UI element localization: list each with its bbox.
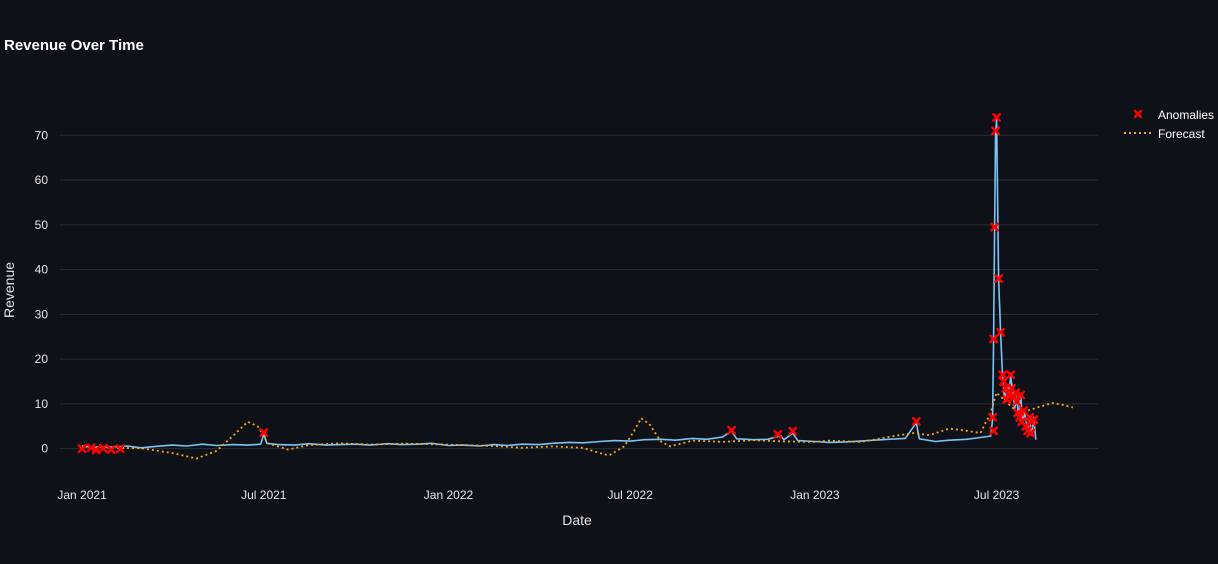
anomaly-marker[interactable] bbox=[1013, 408, 1023, 418]
anomaly-marker[interactable] bbox=[990, 222, 1000, 232]
anomaly-marker[interactable] bbox=[1002, 394, 1012, 404]
chart-title: Revenue Over Time bbox=[4, 37, 144, 54]
y-tick-label: 20 bbox=[35, 352, 49, 366]
x-tick-label: Jul 2023 bbox=[974, 488, 1020, 502]
anomaly-marker[interactable] bbox=[992, 112, 1002, 122]
anomaly-marker[interactable] bbox=[106, 445, 116, 455]
anomaly-marker[interactable] bbox=[1006, 370, 1016, 380]
legend-label-anomalies: Anomalies bbox=[1158, 108, 1214, 122]
anomaly-marker[interactable] bbox=[998, 370, 1008, 380]
anomaly-marker[interactable] bbox=[77, 444, 87, 454]
legend-label-forecast: Forecast bbox=[1158, 127, 1205, 141]
y-tick-label: 30 bbox=[35, 307, 49, 321]
legend-item-forecast[interactable]: Forecast bbox=[1124, 127, 1205, 141]
anomaly-marker[interactable] bbox=[1025, 412, 1035, 422]
y-tick-label: 0 bbox=[41, 442, 48, 456]
x-tick-label: Jul 2021 bbox=[241, 488, 287, 502]
y-tick-label: 10 bbox=[35, 397, 49, 411]
anomaly-marker[interactable] bbox=[991, 126, 1001, 136]
anomaly-marker[interactable] bbox=[115, 444, 125, 454]
x-axis-ticks: Jan 2021 Jul 2021 Jan 2022 Jul 2022 Jan 2023… bbox=[57, 488, 1019, 502]
anomaly-marker[interactable] bbox=[1012, 397, 1022, 407]
anomaly-marker[interactable] bbox=[988, 412, 998, 422]
anomaly-marker[interactable] bbox=[989, 426, 999, 436]
y-tick-label: 50 bbox=[35, 218, 49, 232]
anomaly-marker[interactable] bbox=[1019, 406, 1029, 416]
x-tick-label: Jan 2023 bbox=[790, 488, 840, 502]
anomaly-marker[interactable] bbox=[911, 416, 921, 426]
legend-item-anomalies[interactable]: Anomalies bbox=[1133, 108, 1214, 122]
anomaly-marker[interactable] bbox=[994, 274, 1004, 283]
anomaly-marker[interactable] bbox=[91, 445, 101, 455]
anomaly-marker[interactable] bbox=[773, 429, 783, 439]
anomaly-marker[interactable] bbox=[98, 443, 108, 453]
anomaly-marker[interactable] bbox=[996, 327, 1006, 337]
legend: Anomalies Forecast bbox=[1124, 108, 1214, 141]
anomaly-marker[interactable] bbox=[788, 426, 798, 436]
anomaly-marker[interactable] bbox=[727, 425, 737, 435]
anomaly-marker[interactable] bbox=[989, 334, 999, 344]
series-layer bbox=[77, 112, 1074, 460]
x-tick-label: Jan 2022 bbox=[424, 488, 474, 502]
anomaly-marker[interactable] bbox=[1016, 390, 1026, 400]
anomaly-marker[interactable] bbox=[259, 428, 269, 437]
anomaly-marker[interactable] bbox=[1015, 412, 1025, 422]
y-axis-title: Revenue bbox=[1, 262, 17, 318]
gridlines bbox=[60, 134, 1098, 450]
legend-anomaly-marker-icon bbox=[1133, 109, 1143, 119]
y-axis-ticks: 0 10 20 30 40 50 60 70 bbox=[35, 128, 49, 455]
y-tick-label: 70 bbox=[35, 128, 49, 142]
x-tick-label: Jan 2021 bbox=[57, 488, 107, 502]
anomaly-marker[interactable] bbox=[1029, 415, 1039, 425]
y-tick-label: 60 bbox=[35, 173, 49, 187]
anomaly-marker[interactable] bbox=[1026, 428, 1036, 438]
anomaly-marker[interactable] bbox=[999, 377, 1009, 386]
x-axis-title: Date bbox=[562, 512, 592, 528]
y-tick-label: 40 bbox=[35, 263, 49, 277]
x-tick-label: Jul 2022 bbox=[608, 488, 654, 502]
